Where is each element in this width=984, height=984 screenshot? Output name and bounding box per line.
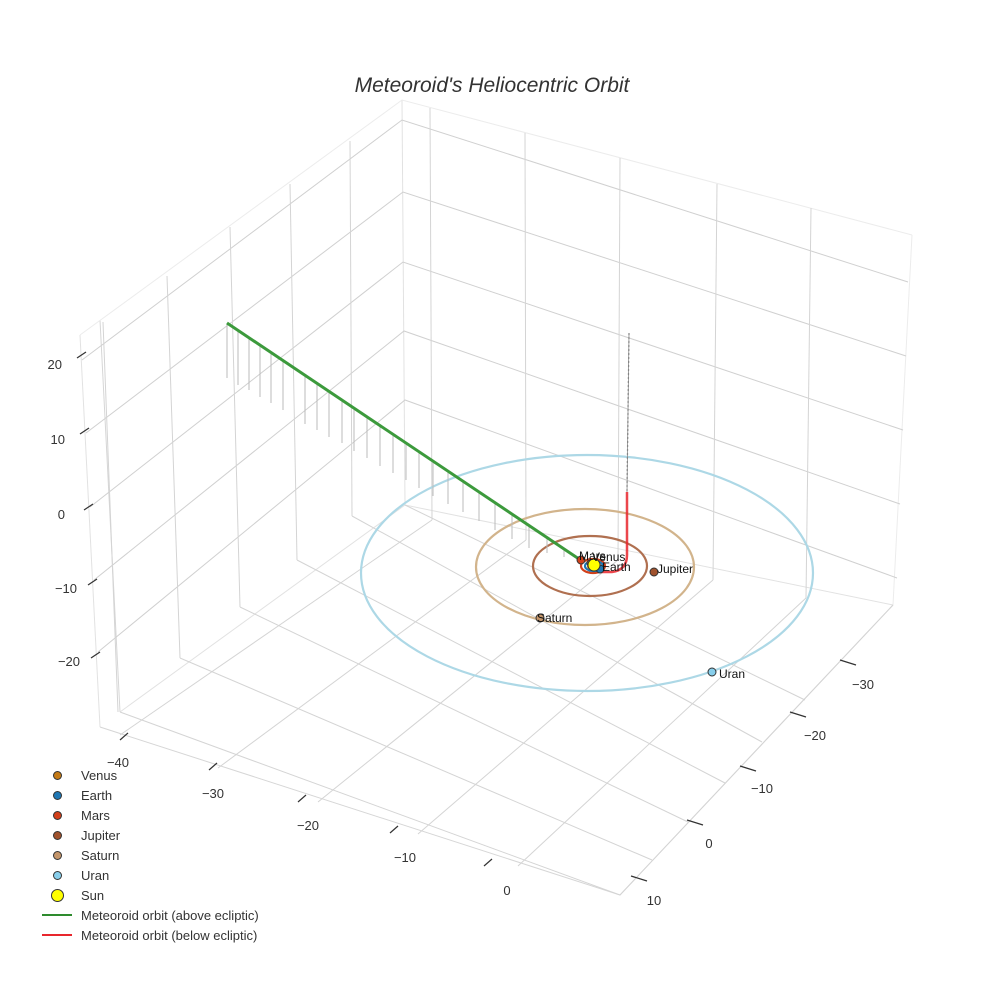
svg-text:−10: −10 xyxy=(394,850,416,865)
venus-dot-icon xyxy=(38,765,76,785)
svg-text:−10: −10 xyxy=(55,581,77,596)
svg-text:0: 0 xyxy=(58,507,65,522)
svg-text:−40: −40 xyxy=(107,755,129,770)
saturn-dot-icon xyxy=(38,845,76,865)
tick-marks xyxy=(76,351,857,882)
svg-text:Mars: Mars xyxy=(579,549,606,563)
legend-item-saturn[interactable]: Saturn xyxy=(38,845,259,865)
svg-text:Jupiter: Jupiter xyxy=(657,562,693,576)
svg-text:−20: −20 xyxy=(804,728,826,743)
planet-labels: Mars Venus Earth Jupiter Saturn Uran xyxy=(537,549,745,681)
legend-item-meteoroid-above[interactable]: Meteoroid orbit (above ecliptic) xyxy=(38,905,259,925)
planet-orbits xyxy=(359,453,815,693)
legend-item-meteoroid-below[interactable]: Meteoroid orbit (below ecliptic) xyxy=(38,925,259,945)
jupiter-orbit xyxy=(531,534,649,598)
svg-text:Saturn: Saturn xyxy=(537,611,572,625)
sun-dot-icon xyxy=(38,885,76,905)
earth-dot-icon xyxy=(38,785,76,805)
uran-marker xyxy=(707,667,717,677)
svg-text:−20: −20 xyxy=(297,818,319,833)
legend-item-jupiter[interactable]: Jupiter xyxy=(38,825,259,845)
meteoroid-above-line xyxy=(226,321,583,563)
svg-text:Earth: Earth xyxy=(602,560,631,574)
legend-item-mars[interactable]: Mars xyxy=(38,805,259,825)
chart-title: Meteoroid's Heliocentric Orbit xyxy=(354,74,630,97)
meteoroid-droplines xyxy=(226,323,565,557)
svg-text:10: 10 xyxy=(51,432,65,447)
jupiter-marker xyxy=(649,567,659,577)
legend: Venus Earth Mars Jupiter Saturn Uran Sun… xyxy=(38,765,259,945)
planet-markers[interactable] xyxy=(535,555,717,677)
uran-dot-icon xyxy=(38,865,76,885)
svg-text:−10: −10 xyxy=(751,781,773,796)
legend-item-uran[interactable]: Uran xyxy=(38,865,259,885)
legend-item-sun[interactable]: Sun xyxy=(38,885,259,905)
wall-vertical-gridlines xyxy=(102,107,812,713)
sun-marker xyxy=(587,558,601,572)
svg-text:Venus: Venus xyxy=(592,550,625,564)
svg-text:−20: −20 xyxy=(58,654,80,669)
mars-marker xyxy=(576,555,586,565)
floor-gridlines xyxy=(119,504,894,896)
svg-text:10: 10 xyxy=(647,893,661,908)
z-gridlines xyxy=(81,119,909,653)
legend-item-earth[interactable]: Earth xyxy=(38,785,259,805)
svg-text:Uran: Uran xyxy=(719,667,745,681)
svg-text:−30: −30 xyxy=(202,786,224,801)
z-tick-labels: 20 10 0 −10 −20 xyxy=(48,357,80,669)
svg-text:20: 20 xyxy=(48,357,62,372)
meteoroid-below-stem xyxy=(598,332,630,574)
svg-text:0: 0 xyxy=(503,883,510,898)
svg-text:0: 0 xyxy=(705,836,712,851)
mars-dot-icon xyxy=(38,805,76,825)
uran-orbit xyxy=(359,453,815,693)
red-line-icon xyxy=(38,925,76,945)
legend-item-venus[interactable]: Venus xyxy=(38,765,259,785)
jupiter-dot-icon xyxy=(38,825,76,845)
svg-text:−30: −30 xyxy=(852,677,874,692)
x-tick-labels: −40 −30 −20 −10 0 xyxy=(107,755,511,898)
green-line-icon xyxy=(38,905,76,925)
saturn-orbit xyxy=(474,507,696,627)
y-tick-labels: −30 −20 −10 0 10 xyxy=(647,677,874,908)
saturn-marker xyxy=(535,613,545,623)
